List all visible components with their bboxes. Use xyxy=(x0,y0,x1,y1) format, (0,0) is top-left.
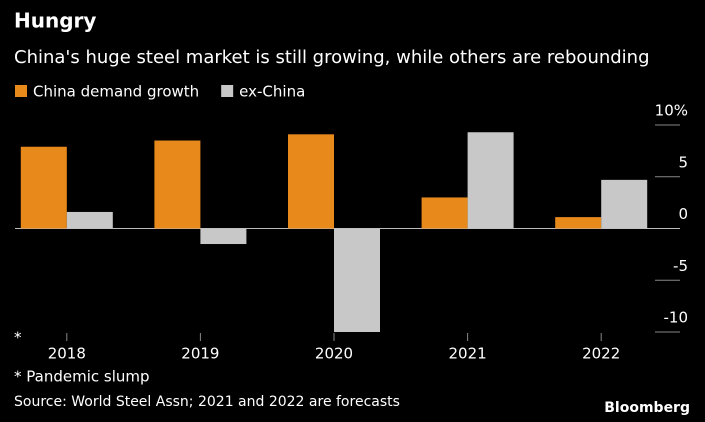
bar xyxy=(200,228,247,245)
bar xyxy=(154,140,201,229)
bar xyxy=(467,132,514,229)
annotation: * xyxy=(14,329,22,347)
x-tick-label: 2022 xyxy=(582,345,620,363)
x-tick-label: 2018 xyxy=(48,345,86,363)
x-tick-label: 2021 xyxy=(449,345,487,363)
chart-title: Hungry xyxy=(14,9,96,33)
y-tick-label: -5 xyxy=(673,257,688,275)
bar xyxy=(421,197,468,229)
chart-subtitle: China's huge steel market is still growi… xyxy=(14,47,650,68)
legend-swatch xyxy=(15,85,27,97)
legend-label: China demand growth xyxy=(33,83,199,101)
bar xyxy=(20,146,67,229)
bar xyxy=(66,211,113,229)
bar xyxy=(334,228,380,332)
legend-swatch xyxy=(221,85,234,97)
bar xyxy=(288,134,334,229)
y-tick-label: 10% xyxy=(655,102,688,120)
y-tick-label: 5 xyxy=(678,153,688,171)
x-tick-label: 2019 xyxy=(181,345,219,363)
brand: Bloomberg xyxy=(604,400,690,416)
bar xyxy=(555,217,602,229)
bar xyxy=(601,179,648,229)
source: Source: World Steel Assn; 2021 and 2022 … xyxy=(14,394,400,410)
footnote: * Pandemic slump xyxy=(14,368,150,386)
legend-label: ex-China xyxy=(239,83,305,101)
y-tick-label: -10 xyxy=(664,309,689,327)
x-tick-label: 2020 xyxy=(315,345,353,363)
y-tick-label: 0 xyxy=(678,205,688,223)
